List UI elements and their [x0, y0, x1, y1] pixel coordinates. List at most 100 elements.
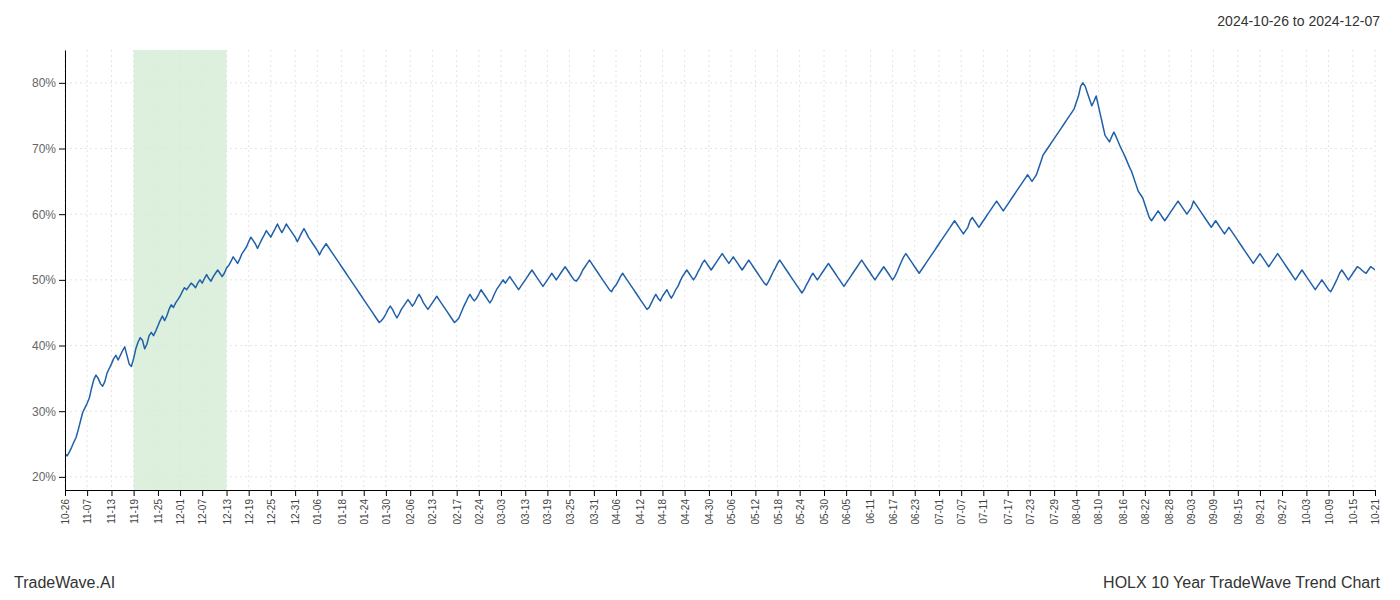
grid-line-x [248, 50, 249, 490]
x-tick-label: 12-01 [175, 499, 186, 525]
x-tick-mark [180, 490, 181, 496]
x-tick: 04-06 [611, 490, 622, 525]
grid-line-x [547, 50, 548, 490]
grid-line-x [983, 50, 984, 490]
x-tick-label: 09-09 [1208, 499, 1219, 525]
x-tick-label: 01-18 [337, 499, 348, 525]
x-tick-mark [1282, 490, 1283, 496]
x-tick-mark [846, 490, 847, 496]
annotation: TradeWave.AI [14, 574, 115, 591]
x-tick-label: 07-11 [978, 499, 989, 524]
x-tick: 10-09 [1324, 490, 1335, 525]
y-tick-mark [59, 477, 65, 478]
x-tick-mark [65, 490, 66, 496]
x-tick-mark [364, 490, 365, 496]
x-tick-label: 09-21 [1255, 499, 1266, 525]
x-tick-mark [1076, 490, 1077, 496]
grid-line-x [569, 50, 570, 490]
x-tick-label: 03-31 [589, 499, 600, 525]
x-tick-label: 03-03 [496, 499, 507, 525]
grid-line-x [432, 50, 433, 490]
y-tick-mark [59, 280, 65, 281]
y-tick-label: 80% [32, 76, 56, 90]
grid-line-x [846, 50, 847, 490]
x-tick-mark [983, 490, 984, 496]
x-tick-label: 10-26 [60, 499, 71, 525]
y-tick-label: 70% [32, 142, 56, 156]
x-tick-label: 07-07 [956, 499, 967, 525]
y-tick-label: 30% [32, 405, 56, 419]
x-tick: 02-24 [474, 490, 485, 525]
x-tick-label: 08-16 [1118, 499, 1129, 525]
y-tick-mark [59, 214, 65, 215]
grid-line-x [500, 50, 501, 490]
x-tick-label: 05-18 [773, 499, 784, 525]
y-tick-label: 50% [32, 273, 56, 287]
grid-line-x [478, 50, 479, 490]
grid-line-x [870, 50, 871, 490]
subtitle: 2024-10-26 to 2024-12-07 [1217, 13, 1380, 29]
x-tick-label: 07-01 [934, 499, 945, 525]
grid-line-x [1144, 50, 1145, 490]
x-tick: 05-12 [750, 490, 761, 525]
grid-line-x [385, 50, 386, 490]
x-tick: 01-18 [337, 490, 348, 525]
grid-line-x [1054, 50, 1055, 490]
x-tick: 08-22 [1140, 490, 1151, 525]
x-tick: 08-04 [1071, 490, 1082, 525]
x-tick-label: 08-10 [1093, 499, 1104, 525]
x-tick-label: 09-03 [1186, 499, 1197, 525]
x-tick-mark [685, 490, 686, 496]
x-tick-mark [87, 490, 88, 496]
x-tick-mark [824, 490, 825, 496]
x-tick-mark [1030, 490, 1031, 496]
x-tick-mark [800, 490, 801, 496]
x-tick-mark [939, 490, 940, 496]
grid-line-x [615, 50, 616, 490]
grid-line-x [1007, 50, 1008, 490]
y-tick-mark [59, 411, 65, 412]
x-tick-label: 12-13 [222, 499, 233, 525]
x-tick-mark [1238, 490, 1239, 496]
x-tick-mark [1098, 490, 1099, 496]
x-tick-label: 08-28 [1164, 499, 1175, 525]
x-tick: 03-31 [589, 490, 600, 525]
x-tick-mark [1169, 490, 1170, 496]
grid-line-x [363, 50, 364, 490]
x-tick: 02-17 [452, 490, 463, 525]
x-tick-label: 08-22 [1140, 499, 1151, 525]
x-tick: 12-13 [222, 490, 233, 525]
grid-line-x [1282, 50, 1283, 490]
grid-line-y [65, 411, 1375, 412]
x-tick-mark [271, 490, 272, 496]
grid [65, 50, 1375, 490]
x-tick-label: 08-04 [1071, 499, 1082, 525]
grid-line-x [640, 50, 641, 490]
x-tick: 03-19 [542, 490, 553, 525]
x-tick: 09-03 [1186, 490, 1197, 525]
grid-line-x [1213, 50, 1214, 490]
x-tick: 12-31 [290, 490, 301, 525]
x-tick-label: 04-18 [657, 499, 668, 525]
x-tick-label: 07-29 [1049, 499, 1060, 525]
x-tick-mark [961, 490, 962, 496]
grid-line-x [1191, 50, 1192, 490]
x-tick-mark [731, 490, 732, 496]
line-series [65, 83, 1375, 456]
x-tick: 12-25 [266, 490, 277, 525]
grid-line-y [65, 214, 1375, 215]
grid-line-x [456, 50, 457, 490]
y-axis-line [65, 51, 66, 491]
highlight-region [134, 50, 227, 490]
x-tick-mark [662, 490, 663, 496]
x-tick-label: 05-24 [795, 499, 806, 525]
y-tick-mark [59, 83, 65, 84]
grid-line-x [1098, 50, 1099, 490]
y-tick: 40% [32, 339, 65, 353]
x-tick: 11-13 [106, 490, 117, 524]
x-tick-label: 11-25 [153, 499, 164, 524]
y-tick: 50% [32, 273, 65, 287]
grid-line-x [295, 50, 296, 490]
x-tick-mark [202, 490, 203, 496]
chart-container: 10-2611-0711-1311-1911-2512-0112-0712-13… [0, 0, 1400, 600]
